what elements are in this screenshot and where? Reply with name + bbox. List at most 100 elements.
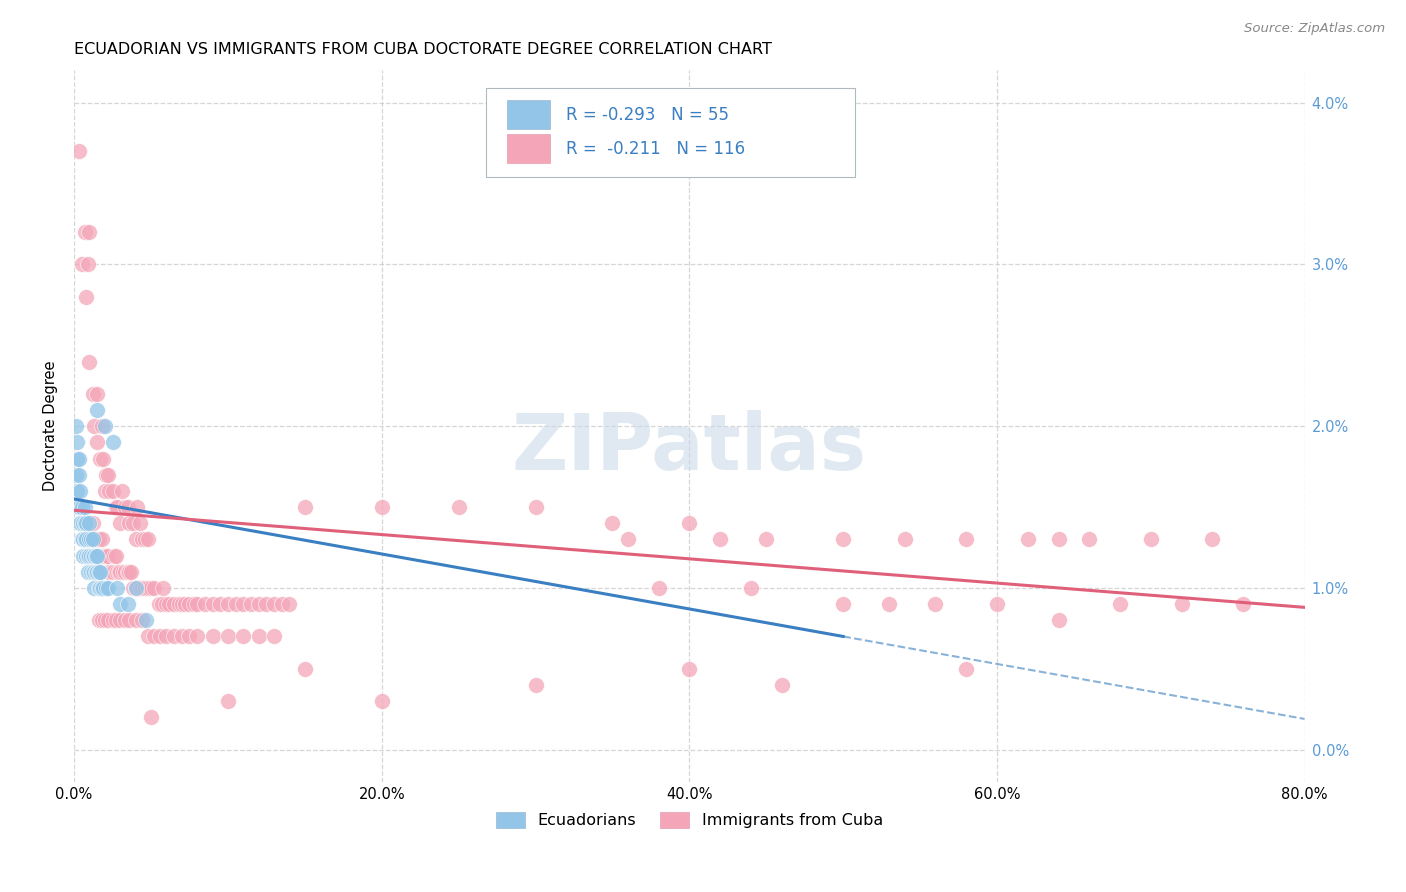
Point [90, 581, 112, 595]
Point [232, 597, 254, 611]
Point [79, 549, 101, 563]
Point [82, 516, 104, 531]
Point [66, 451, 89, 466]
Point [129, 581, 152, 595]
Point [87, 533, 110, 547]
Point [82, 533, 104, 547]
Point [75, 533, 97, 547]
Point [96, 467, 118, 482]
Point [86, 387, 108, 401]
Point [1047, 533, 1070, 547]
Point [155, 630, 177, 644]
Point [110, 516, 132, 531]
Point [91, 549, 114, 563]
Point [370, 500, 392, 514]
Point [65, 419, 87, 434]
Point [67, 500, 90, 514]
Point [247, 630, 270, 644]
Point [105, 581, 128, 595]
Point [524, 500, 547, 514]
Point [80, 549, 103, 563]
Legend: Ecuadorians, Immigrants from Cuba: Ecuadorians, Immigrants from Cuba [489, 805, 889, 835]
Point [183, 597, 205, 611]
Point [97, 467, 120, 482]
Point [77, 549, 100, 563]
Point [101, 435, 124, 450]
Point [148, 597, 170, 611]
Point [79, 533, 101, 547]
Point [86, 565, 108, 579]
Point [121, 581, 143, 595]
Point [94, 483, 117, 498]
Point [139, 581, 162, 595]
Point [129, 516, 152, 531]
Point [263, 597, 285, 611]
Point [83, 549, 105, 563]
Point [1201, 533, 1223, 547]
Point [69, 483, 91, 498]
Point [87, 565, 110, 579]
Point [75, 516, 97, 531]
Point [173, 597, 195, 611]
Point [127, 500, 149, 514]
Point [117, 597, 139, 611]
Point [117, 500, 139, 514]
Point [194, 597, 217, 611]
Point [80, 533, 103, 547]
Point [82, 549, 104, 563]
Point [73, 500, 96, 514]
Point [89, 451, 111, 466]
Point [104, 613, 127, 627]
Point [97, 549, 120, 563]
Point [83, 533, 105, 547]
Point [96, 581, 118, 595]
Point [70, 533, 93, 547]
Point [179, 630, 201, 644]
Point [79, 516, 101, 531]
Point [94, 549, 117, 563]
Point [136, 630, 159, 644]
Point [73, 533, 96, 547]
Point [101, 613, 124, 627]
Point [131, 581, 153, 595]
FancyBboxPatch shape [486, 88, 855, 178]
Point [955, 533, 977, 547]
Point [150, 597, 173, 611]
Point [118, 613, 141, 627]
Point [65, 467, 87, 482]
Point [201, 630, 224, 644]
Point [110, 613, 132, 627]
Point [101, 483, 124, 498]
Point [135, 613, 157, 627]
Point [73, 225, 96, 239]
Point [134, 581, 156, 595]
Point [104, 500, 127, 514]
Point [879, 597, 901, 611]
Point [82, 387, 104, 401]
Point [240, 597, 263, 611]
Point [152, 581, 174, 595]
Point [84, 565, 107, 579]
FancyBboxPatch shape [508, 100, 550, 128]
Point [217, 630, 239, 644]
Point [270, 597, 292, 611]
Point [66, 435, 89, 450]
Point [96, 549, 118, 563]
Point [107, 565, 129, 579]
Point [1139, 533, 1161, 547]
Point [87, 581, 110, 595]
Text: Source: ZipAtlas.com: Source: ZipAtlas.com [1244, 22, 1385, 36]
Y-axis label: Doctorate Degree: Doctorate Degree [44, 361, 58, 491]
Point [131, 533, 153, 547]
Point [134, 533, 156, 547]
Point [1232, 597, 1254, 611]
Point [1109, 597, 1132, 611]
Point [179, 597, 201, 611]
Point [131, 613, 153, 627]
Point [370, 694, 392, 708]
Point [97, 581, 120, 595]
Point [114, 613, 136, 627]
Point [101, 565, 124, 579]
Text: ECUADORIAN VS IMMIGRANTS FROM CUBA DOCTORATE DEGREE CORRELATION CHART: ECUADORIAN VS IMMIGRANTS FROM CUBA DOCTO… [75, 42, 772, 57]
Point [186, 597, 208, 611]
